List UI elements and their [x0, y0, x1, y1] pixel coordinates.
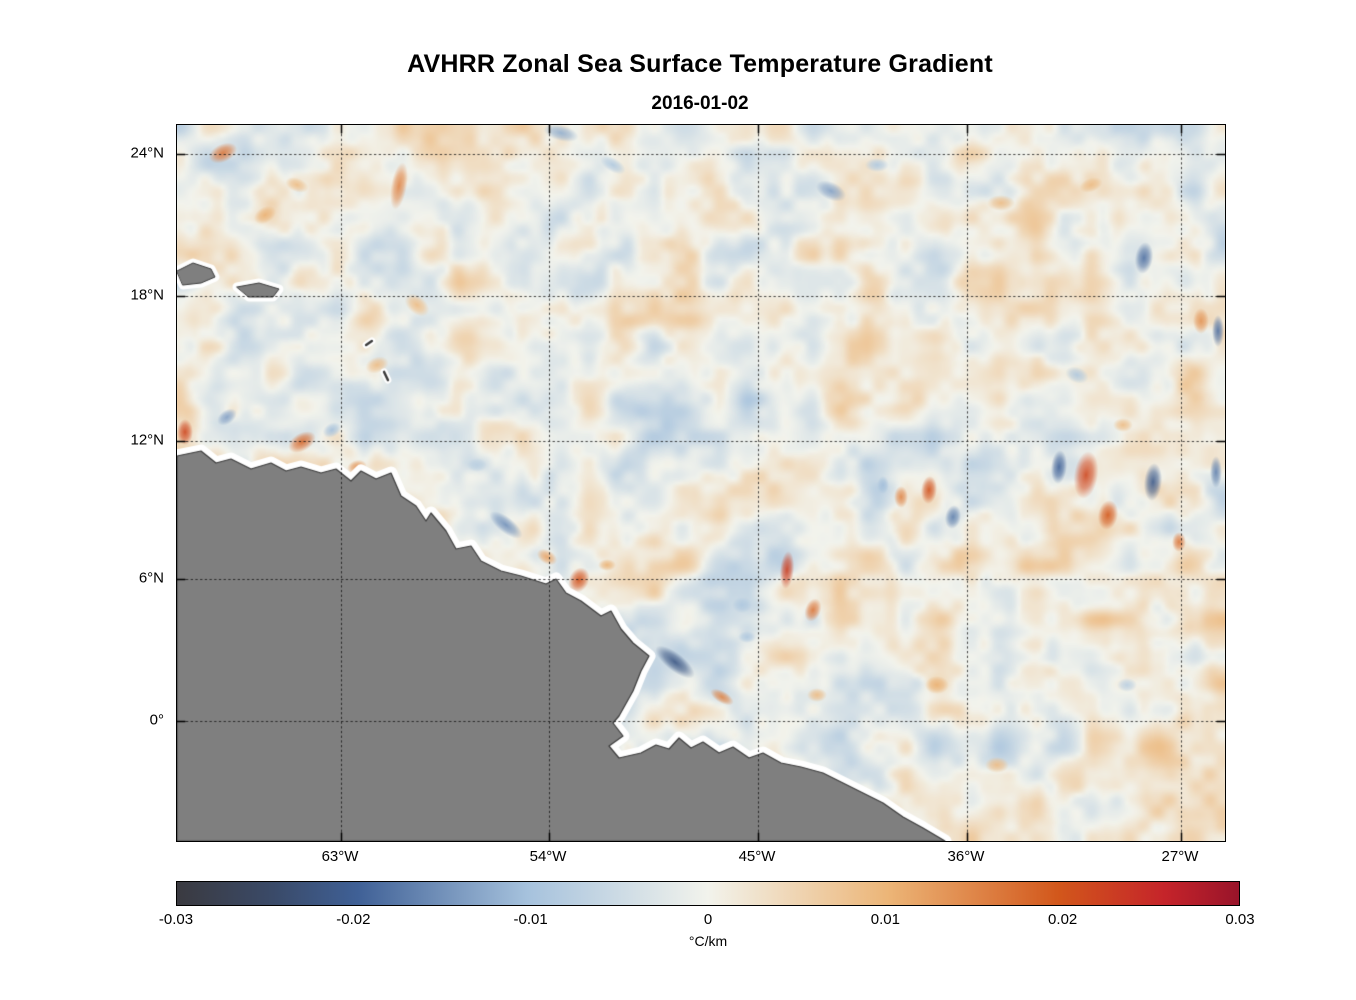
y-axis-tick-label: 0°	[149, 711, 164, 729]
colorbar-tick-label: 0.02	[1048, 911, 1078, 928]
colorbar-tick-label: 0	[703, 911, 713, 928]
colorbar-tick-label: 0.03	[1225, 911, 1255, 928]
x-axis-tick-label: 27°W	[1161, 848, 1199, 865]
x-axis-tick-label: 63°W	[321, 848, 359, 865]
chart-title: AVHRR Zonal Sea Surface Temperature Grad…	[407, 50, 993, 78]
x-axis-tick-label: 54°W	[529, 848, 567, 865]
y-axis-tick-label: 18°N	[130, 286, 164, 304]
x-axis-tick-label: 45°W	[738, 848, 776, 865]
colorbar-units-label: °C/km	[688, 933, 728, 949]
colorbar-tick-label: 0.01	[870, 911, 900, 928]
sst-gradient-map-canvas	[177, 125, 1225, 841]
colorbar-tick-label: -0.02	[336, 911, 371, 928]
map-plot-area	[176, 124, 1226, 842]
chart-date-subtitle: 2016-01-02	[651, 93, 749, 114]
y-axis-tick-label: 12°N	[130, 431, 164, 449]
y-axis-tick-label: 24°N	[130, 144, 164, 162]
colorbar-tick-label: -0.03	[158, 911, 194, 928]
x-axis-tick-label: 36°W	[947, 848, 985, 865]
y-axis-tick-label: 6°N	[138, 569, 164, 587]
colorbar	[176, 881, 1240, 906]
colorbar-tick-label: -0.01	[513, 911, 548, 928]
